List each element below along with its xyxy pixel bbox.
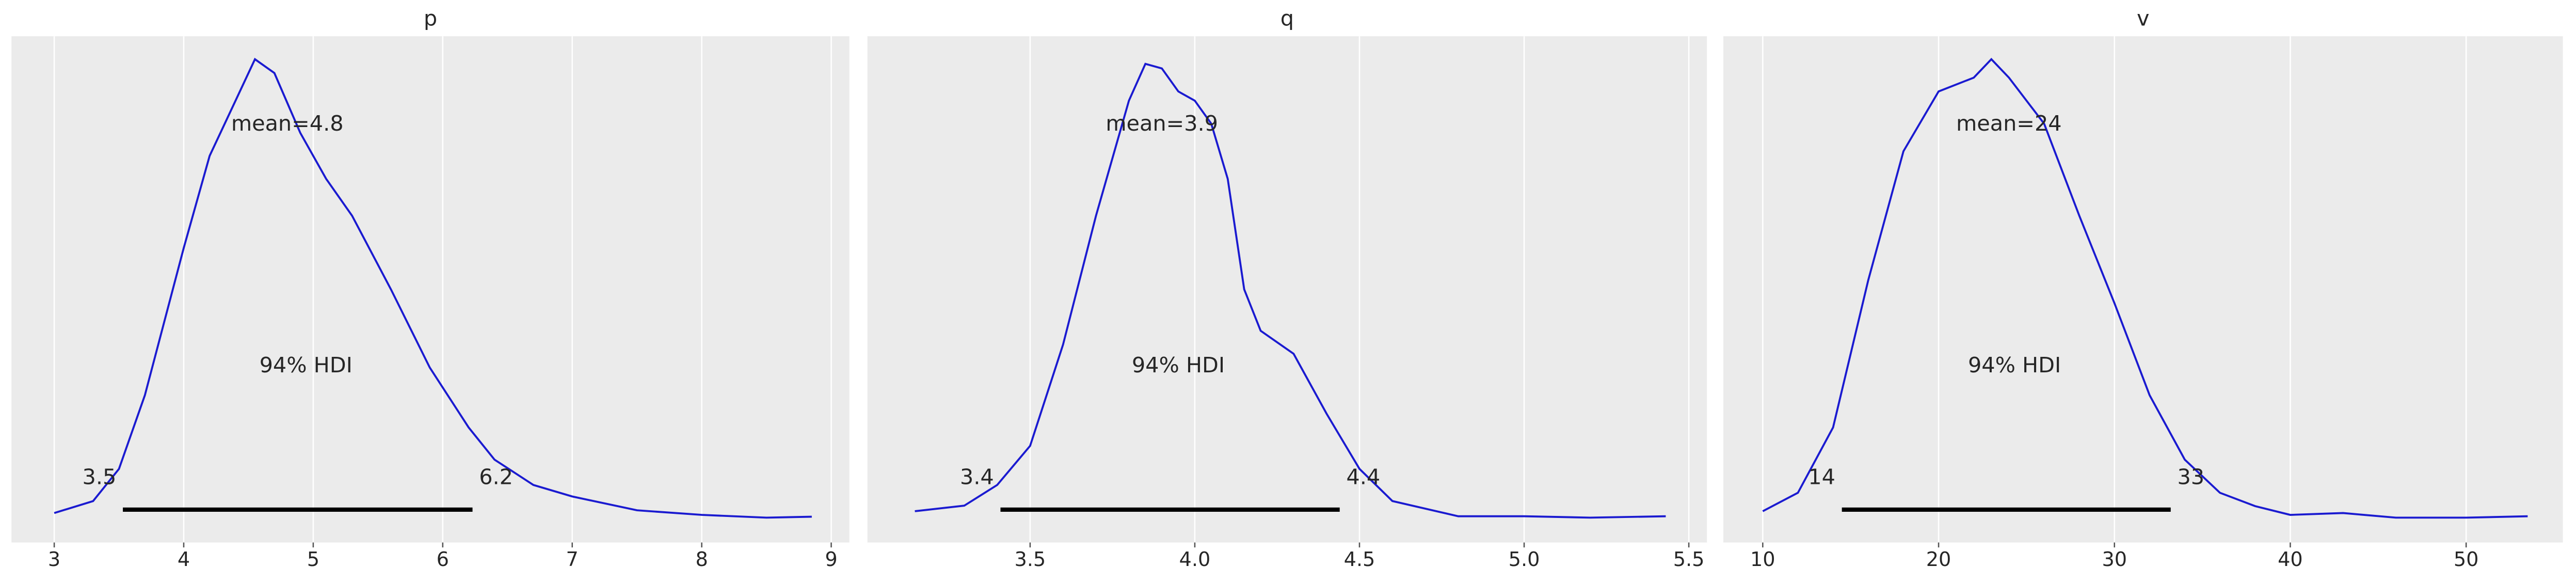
x-tick-label: 6 [437,548,449,571]
x-tick-label: 3 [48,548,60,571]
hdi-high-label: 6.2 [479,464,513,489]
x-tick-label: 30 [2102,548,2127,571]
density-curve [915,62,1666,519]
density-curve [1762,57,2528,519]
plot-area [1723,36,2563,543]
x-tick-label: 4.0 [1179,548,1211,571]
x-tick-label: 10 [1750,548,1775,571]
hdi-low-label: 3.4 [960,464,994,489]
x-tick-label: 20 [1926,548,1951,571]
hdi-low-label: 3.5 [83,464,117,489]
hdi-text: 94% HDI [260,353,353,377]
panel-title: v [2137,6,2149,30]
hdi-high-label: 33 [2177,464,2204,489]
x-tick-label: 7 [566,548,579,571]
density-curve [54,57,812,519]
panel-title: p [424,6,437,30]
hdi-high-label: 4.4 [1346,464,1380,489]
hdi-low-label: 14 [1808,464,1835,489]
x-tick-label: 50 [2454,548,2479,571]
plot-area [867,36,1707,543]
x-tick-label: 40 [2278,548,2303,571]
mean-label: mean=3.9 [1106,111,1218,136]
plot-area [11,36,850,543]
x-tick-label: 9 [825,548,837,571]
mean-label: mean=4.8 [231,111,344,136]
x-tick-label: 5.0 [1509,548,1540,571]
x-tick-label: 3.5 [1014,548,1046,571]
panel-title: q [1281,6,1294,30]
x-tick-label: 5 [307,548,319,571]
hdi-text: 94% HDI [1132,353,1225,377]
mean-label: mean=24 [1956,111,2062,136]
x-tick-label: 4.5 [1344,548,1375,571]
x-tick-label: 4 [178,548,190,571]
x-tick-label: 8 [695,548,708,571]
hdi-text: 94% HDI [1968,353,2061,377]
x-tick-label: 5.5 [1673,548,1705,571]
